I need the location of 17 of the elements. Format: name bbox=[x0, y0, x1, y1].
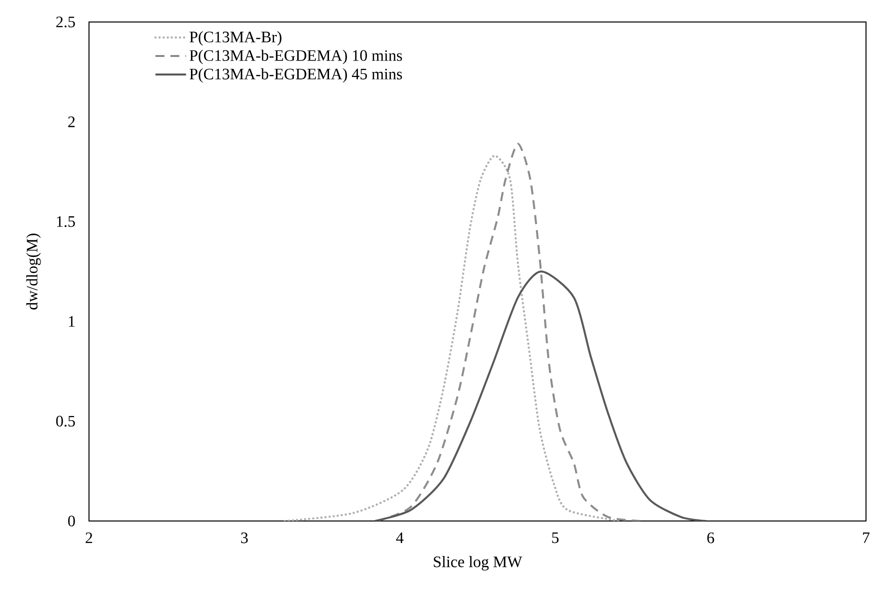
x-axis-title: Slice log MW bbox=[434, 556, 522, 571]
legend-label: P(C13MA-b-EGDEMA) 10 mins bbox=[190, 50, 402, 64]
x-tick-label: 2 bbox=[86, 532, 92, 544]
y-tick-label: 2.5 bbox=[56, 16, 75, 28]
x-tick-label: 3 bbox=[241, 532, 248, 544]
legend-label: P(C13MA-Br) bbox=[190, 31, 282, 46]
legend-label: P(C13MA-b-EGDEMA) 45 mins bbox=[190, 68, 402, 83]
x-tick-label: 4 bbox=[396, 532, 404, 543]
y-tick-label: 1.5 bbox=[57, 216, 75, 227]
y-tick-label: 0 bbox=[68, 516, 75, 526]
y-tick-label: 0.5 bbox=[56, 416, 75, 427]
x-tick-label: 5 bbox=[552, 532, 559, 544]
y-tick-label: 1 bbox=[68, 316, 75, 327]
x-tick-label: 7 bbox=[863, 532, 870, 543]
y-axis-title: dw/dlog(M) bbox=[26, 234, 41, 310]
x-tick-label: 6 bbox=[707, 532, 714, 544]
y-tick-label: 2 bbox=[68, 116, 75, 128]
